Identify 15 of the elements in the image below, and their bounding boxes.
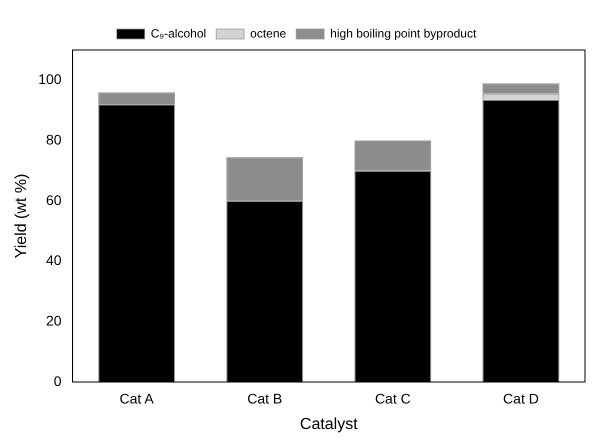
y-tick-label: 60	[46, 192, 62, 208]
x-axis-title: Catalyst	[300, 416, 358, 433]
y-tick-label: 80	[46, 131, 62, 148]
x-tick-label: Cat D	[503, 390, 539, 406]
y-tick-label: 40	[46, 252, 62, 268]
legend-label: octene	[250, 26, 287, 40]
x-tick-label: Cat B	[247, 390, 282, 406]
x-tick-label: Cat C	[374, 390, 411, 406]
legend-label: C₉-alcohol	[150, 26, 206, 40]
y-tick-label: 20	[46, 312, 62, 328]
y-axis-title: Yield (wt %)	[13, 174, 30, 258]
x-tick-label: Cat A	[119, 390, 154, 406]
legend-label: high boiling point byproduct	[330, 26, 477, 40]
y-tick-label: 0	[54, 372, 62, 389]
y-tick-label: 100	[38, 71, 62, 88]
